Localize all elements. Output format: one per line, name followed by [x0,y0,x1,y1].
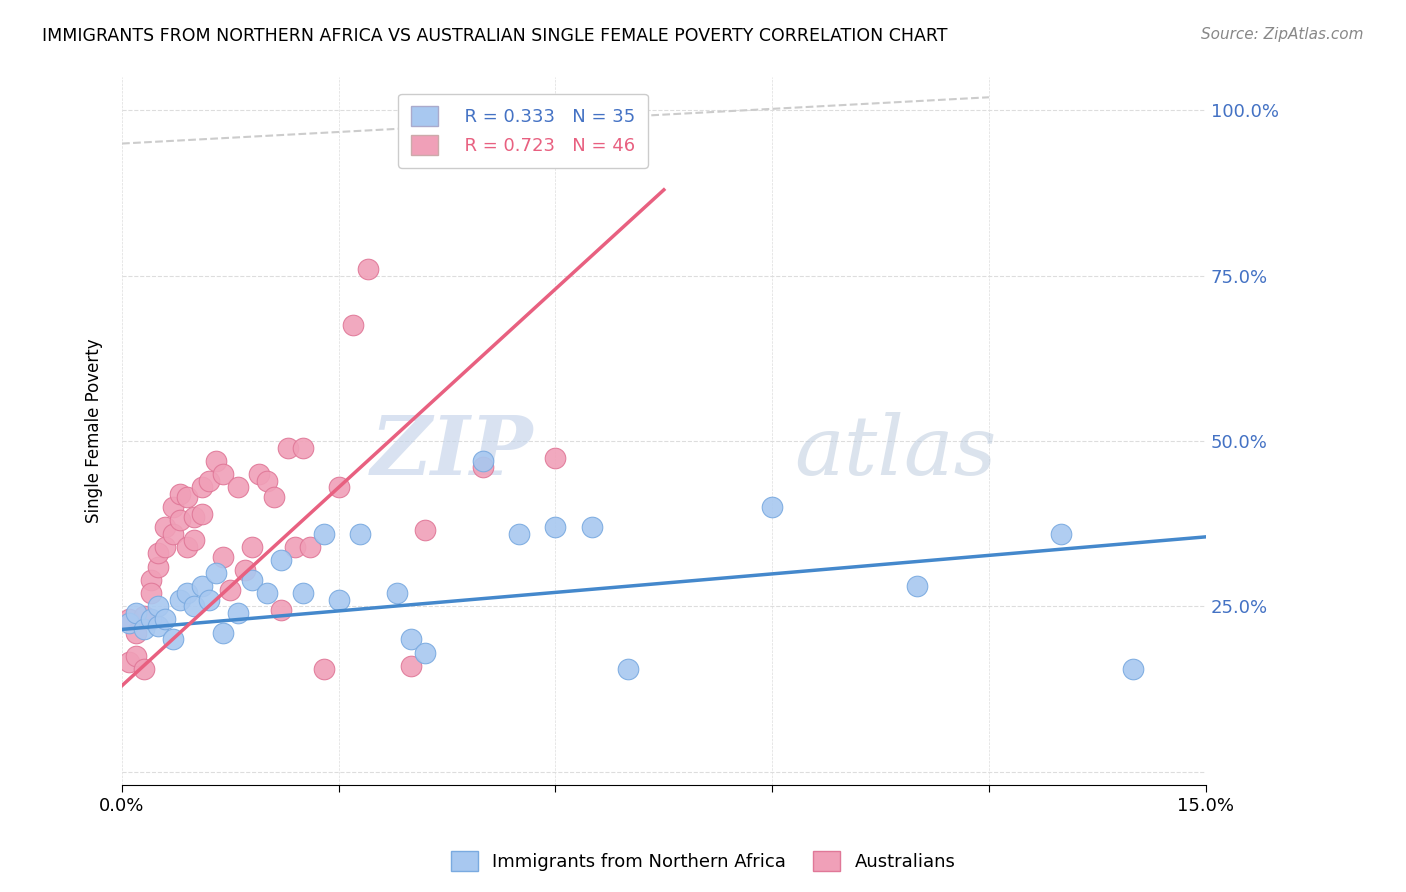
Point [155,613,177,627]
Point [616,662,638,676]
Point [125,625,148,640]
Point [247,467,270,481]
Point [125,606,148,620]
Legend: Immigrants from Northern Africa, Australians: Immigrants from Northern Africa, Austral… [443,844,963,879]
Point [1050,526,1073,541]
Text: Source: ZipAtlas.com: Source: ZipAtlas.com [1201,27,1364,42]
Point [284,540,307,554]
Point [146,599,169,614]
Point [132,662,155,676]
Point [385,586,408,600]
Point [190,579,212,593]
Point [270,553,292,567]
Point [162,632,184,647]
Text: ZIP: ZIP [371,412,534,492]
Point [291,586,314,600]
Point [328,480,350,494]
Point [256,586,278,600]
Point [183,510,205,524]
Point [219,582,242,597]
Point [581,520,603,534]
Point [169,487,191,501]
Point [328,592,350,607]
Point [277,441,299,455]
Point [1122,662,1144,676]
Point [544,520,567,534]
Point [226,480,249,494]
Point [183,599,205,614]
Point [190,480,212,494]
Point [314,662,336,676]
Point [118,615,141,630]
Point [314,526,336,541]
Point [256,474,278,488]
Point [298,540,321,554]
Point [176,490,198,504]
Point [197,592,219,607]
Point [508,526,530,541]
Point [226,606,249,620]
Point [139,613,162,627]
Point [761,500,783,515]
Point [415,523,437,537]
Point [291,441,314,455]
Point [176,540,198,554]
Point [139,586,162,600]
Point [118,656,141,670]
Point [240,573,263,587]
Point [197,474,219,488]
Point [415,646,437,660]
Point [240,540,263,554]
Point [118,613,141,627]
Point [212,625,235,640]
Point [155,540,177,554]
Point [190,507,212,521]
Text: IMMIGRANTS FROM NORTHERN AFRICA VS AUSTRALIAN SINGLE FEMALE POVERTY CORRELATION : IMMIGRANTS FROM NORTHERN AFRICA VS AUSTR… [42,27,948,45]
Point [132,623,155,637]
Point [270,602,292,616]
Point [146,546,169,560]
Point [399,632,422,647]
Y-axis label: Single Female Poverty: Single Female Poverty [86,339,103,524]
Point [139,573,162,587]
Point [205,454,228,468]
Point [176,586,198,600]
Point [544,450,567,465]
Point [146,559,169,574]
Point [472,460,495,475]
Text: atlas: atlas [794,412,997,492]
Point [205,566,228,581]
Point [132,609,155,624]
Point [146,619,169,633]
Point [233,563,256,577]
Point [169,592,191,607]
Point [183,533,205,548]
Point [169,513,191,527]
Point [212,467,235,481]
Point [356,262,378,277]
Point [155,520,177,534]
Point [125,648,148,663]
Point [472,454,495,468]
Point [905,579,928,593]
Point [263,490,285,504]
Point [162,526,184,541]
Point [212,549,235,564]
Point [399,658,422,673]
Point [349,526,371,541]
Point [162,500,184,515]
Legend:   R = 0.333   N = 35,   R = 0.723   N = 46: R = 0.333 N = 35, R = 0.723 N = 46 [398,94,648,168]
Point [342,318,364,333]
